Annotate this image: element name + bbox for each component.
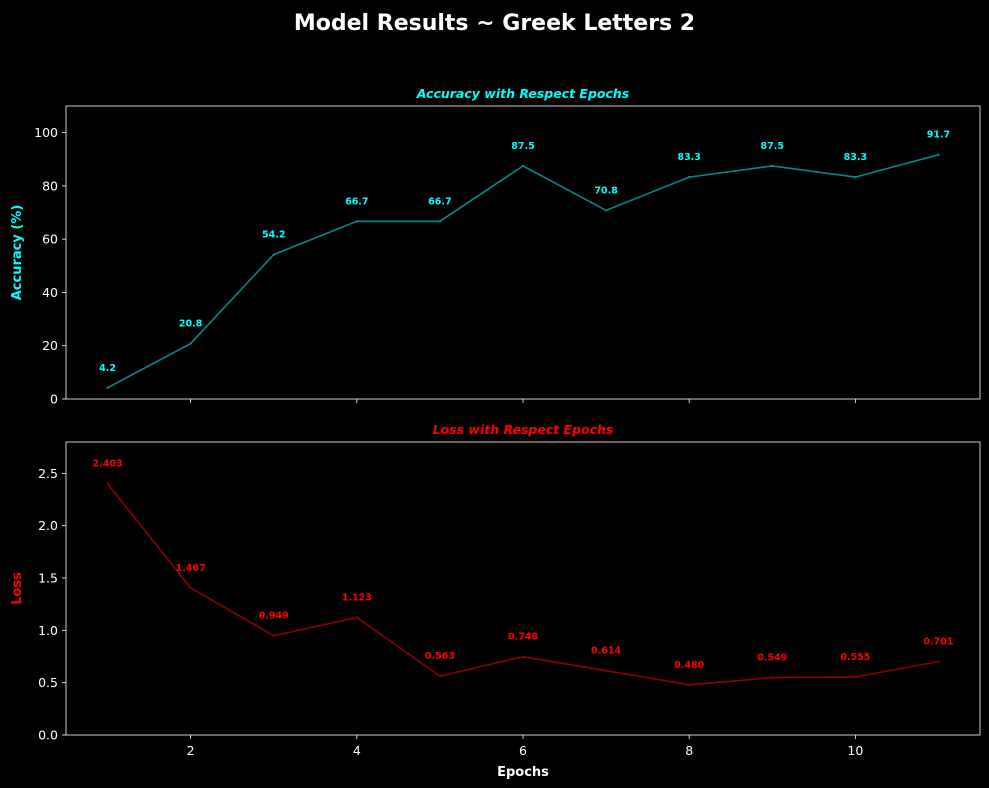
chart-2-data-point bbox=[355, 616, 359, 619]
chart-2-data-point bbox=[687, 683, 691, 686]
chart-2-data-label: 0.614 bbox=[591, 646, 621, 657]
chart-2-data-point bbox=[521, 655, 525, 658]
chart-2-xtick-label: 6 bbox=[519, 743, 527, 758]
chart-2-data-point bbox=[272, 634, 275, 637]
chart-2-data-label: 0.949 bbox=[259, 611, 289, 622]
chart-2-data-label: 0.480 bbox=[674, 660, 704, 671]
chart-2-data-label: 1.407 bbox=[176, 563, 206, 574]
chart-1-data-point bbox=[771, 164, 774, 168]
chart-1-data-label: 87.5 bbox=[511, 141, 534, 152]
chart-2-xtick-label: 10 bbox=[847, 743, 863, 758]
chart-2-ytick-label: 1.5 bbox=[38, 571, 58, 586]
chart-2-ytick-label: 2.5 bbox=[38, 466, 58, 481]
chart-1-data-point bbox=[687, 175, 691, 179]
chart-1-data-point bbox=[438, 220, 442, 223]
chart-2-data-point bbox=[604, 669, 608, 672]
chart-1-ytick-label: 100 bbox=[34, 125, 58, 140]
chart-1-data-point bbox=[106, 386, 109, 390]
chart-2-ylabel: Loss bbox=[10, 572, 25, 605]
chart-1-ytick-label: 40 bbox=[42, 285, 58, 300]
chart-2-data-point bbox=[937, 660, 940, 663]
chart-2-data-label: 0.748 bbox=[508, 632, 538, 643]
chart-2-data-label: 1.123 bbox=[342, 592, 372, 603]
chart-2-xtick-label: 4 bbox=[353, 743, 361, 758]
chart-panel-1: Accuracy with Respect Epochs 0 20 40 60 80 100… bbox=[10, 86, 981, 407]
chart-2-data-label: 2.403 bbox=[93, 459, 123, 470]
chart-1-data-label: 54.2 bbox=[262, 230, 285, 241]
chart-1-data-point bbox=[604, 209, 608, 212]
chart-1-ytick-label: 0 bbox=[50, 392, 58, 407]
chart-1-data-point bbox=[937, 153, 940, 156]
chart-2-data-label: 0.555 bbox=[840, 652, 870, 663]
chart-2-data-label: 0.549 bbox=[757, 653, 787, 664]
chart-1-ytick-label: 80 bbox=[42, 178, 58, 193]
chart-1-title: Accuracy with Respect Epochs bbox=[416, 86, 629, 101]
chart-1-data-label: 83.3 bbox=[677, 152, 700, 163]
chart-2-ytick-label: 0.0 bbox=[38, 728, 58, 743]
chart-2-xtick-label: 2 bbox=[187, 743, 195, 758]
chart-1-ylabel: Accuracy (%) bbox=[10, 205, 25, 301]
chart-1-data-point bbox=[355, 220, 359, 223]
chart-2-ytick-label: 2.0 bbox=[38, 518, 58, 533]
chart-1-ytick-label: 60 bbox=[42, 232, 58, 247]
chart-1-data-point bbox=[854, 175, 857, 179]
chart-1-data-label: 20.8 bbox=[179, 319, 203, 330]
chart-2-data-point bbox=[771, 676, 774, 679]
chart-1-data-point bbox=[272, 253, 275, 256]
chart-1-data-label: 91.7 bbox=[927, 130, 950, 141]
chart-2-ytick-label: 1.0 bbox=[38, 623, 58, 638]
chart-1-data-point bbox=[189, 342, 192, 345]
chart-2-ytick-label: 0.5 bbox=[38, 675, 58, 690]
chart-1-data-label: 83.3 bbox=[844, 152, 867, 163]
chart-1-data-label: 66.7 bbox=[428, 196, 451, 207]
chart-2-data-point bbox=[854, 675, 857, 679]
chart-2-data-point bbox=[438, 674, 442, 678]
chart-2-data-label: 0.563 bbox=[425, 651, 455, 662]
chart-1-data-label: 70.8 bbox=[594, 185, 618, 196]
chart-2-xlabel: Epochs bbox=[497, 765, 549, 780]
chart-2-title: Loss with Respect Epochs bbox=[433, 422, 614, 437]
chart-1-data-label: 66.7 bbox=[345, 196, 368, 207]
chart-2-data-point bbox=[106, 482, 109, 485]
chart-panel-2: Loss with Respect Epochs 0.0 0.5 1.0 1.5 2.0 2… bbox=[10, 422, 981, 780]
chart-1-data-point bbox=[521, 164, 525, 168]
chart-1-ytick-label: 20 bbox=[42, 338, 58, 353]
chart-2-xtick-label: 8 bbox=[685, 743, 693, 758]
figure-suptitle: Model Results ~ Greek Letters 2 bbox=[294, 11, 695, 36]
chart-2-data-label: 0.701 bbox=[923, 637, 953, 648]
chart-1-data-label: 4.2 bbox=[99, 363, 116, 374]
chart-1-data-label: 87.5 bbox=[761, 141, 784, 152]
chart-2-data-point bbox=[189, 586, 192, 589]
